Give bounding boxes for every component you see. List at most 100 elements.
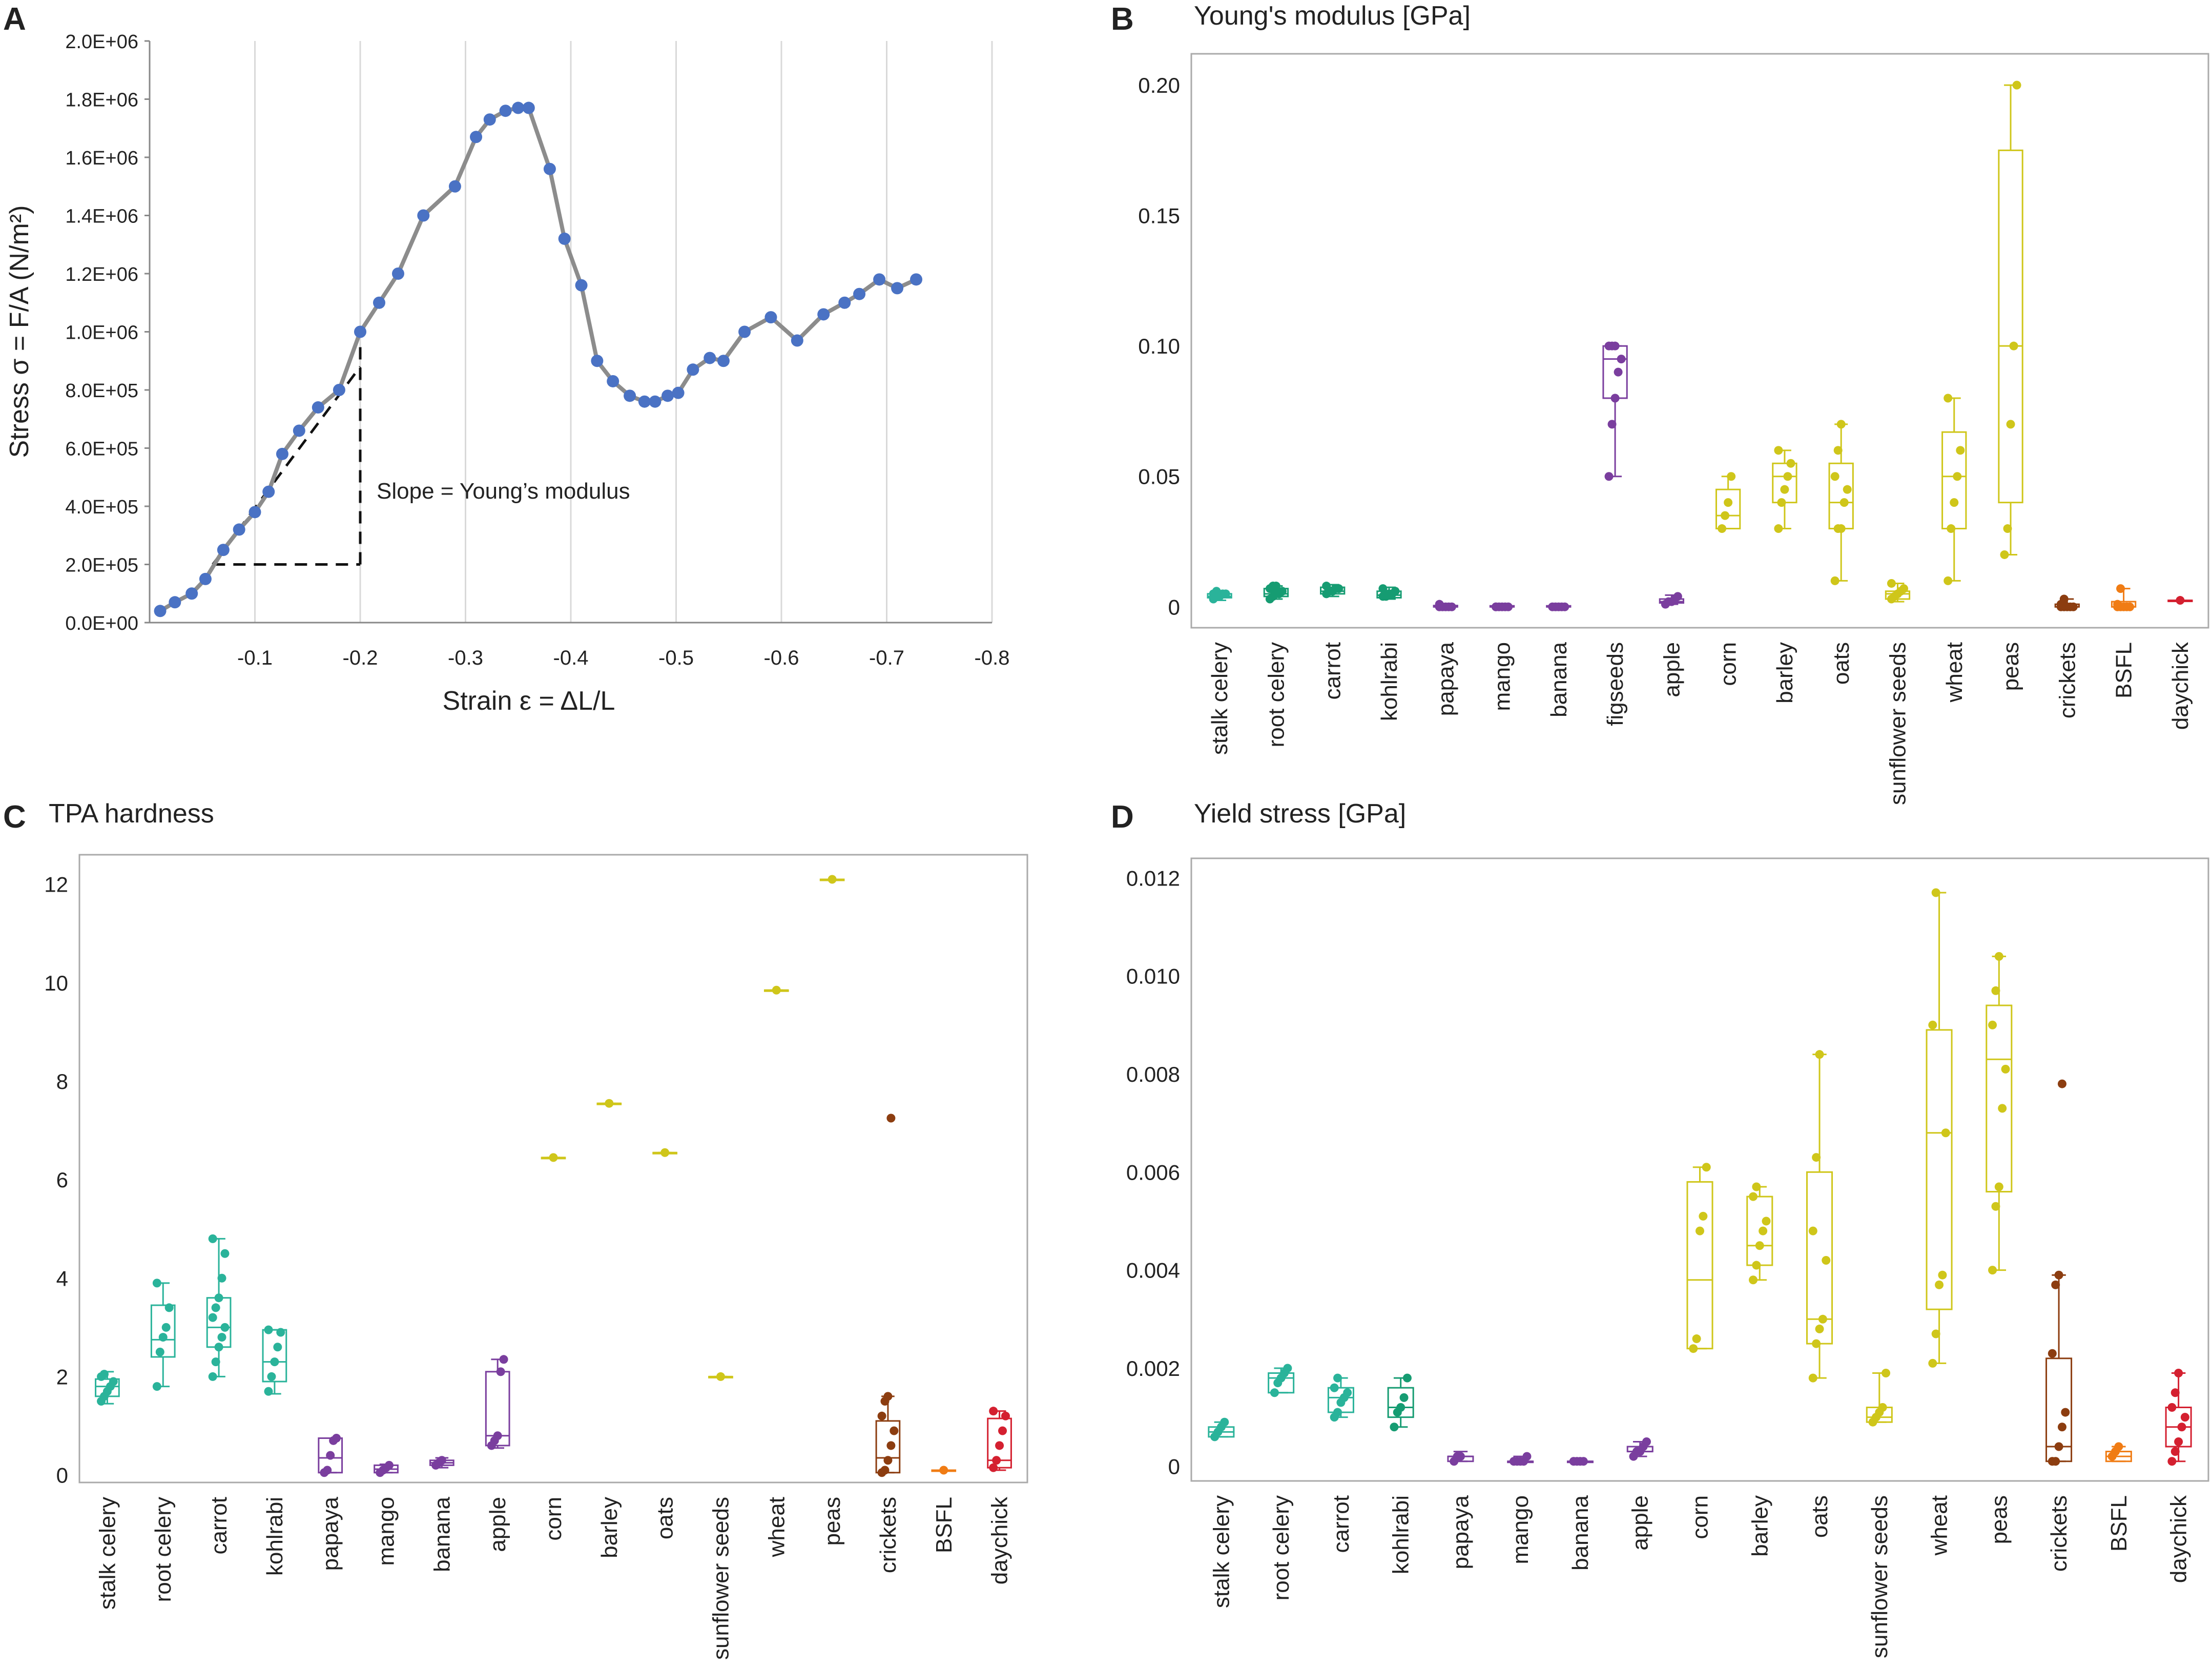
- panel-b-root-celery-group: [1263, 582, 1289, 604]
- panel-b-banana-group: [1546, 602, 1572, 611]
- panel-d-daychick-label: daychick: [2166, 1495, 2192, 1583]
- panel-d-carrot-group: [1327, 1373, 1354, 1422]
- panel-b-letter: B: [1111, 2, 1134, 37]
- panel-d-peas-point: [1991, 1202, 2000, 1211]
- panel-b-peas-point: [2006, 420, 2015, 429]
- panel-a-point: [262, 485, 275, 498]
- panel-b-stalk-celery-group: [1207, 587, 1232, 604]
- panel-b-peas-box: [1998, 149, 2023, 504]
- panel-b-bsfl-point: [2113, 600, 2122, 609]
- panel-d-crickets-group: [2045, 1079, 2073, 1466]
- panel-c-stalk-celery-label: stalk celery: [95, 1497, 120, 1610]
- panel-d-daychick-point: [2174, 1437, 2183, 1446]
- panel-b-wheat-point: [1947, 524, 1956, 533]
- panel-c-peas-group: [819, 875, 845, 884]
- panel-d-root-celery-point: [1283, 1364, 1292, 1373]
- panel-c-banana-point: [437, 1456, 446, 1465]
- panel-c-daychick-point: [1001, 1411, 1010, 1420]
- panel-d-daychick-point: [2180, 1413, 2189, 1422]
- panel-a-series: [154, 101, 923, 617]
- panel-c-carrot-point: [220, 1323, 230, 1332]
- panel-a-point: [575, 279, 588, 292]
- panel-c-bsfl-label: BSFL: [932, 1497, 957, 1553]
- panel-c-daychick-group: [987, 1407, 1012, 1472]
- panel-b-crickets-group: [2054, 594, 2080, 611]
- panel-b-barley-point: [1774, 446, 1783, 455]
- panel-d-root-celery-group: [1268, 1364, 1295, 1397]
- panel-d-daychick-point: [2167, 1457, 2177, 1466]
- panel-a-x-tick--0-2: -0.2: [343, 647, 378, 669]
- panel-a-point: [185, 587, 198, 600]
- panel-a-stress-strain-chart: 0.0E+00 2.0E+05 4.0E+05 6.0E+05 8.0E+05 1.0E+…: [5, 31, 1009, 716]
- panel-b-daychick-point: [2176, 596, 2185, 605]
- panel-d-sunflower-seeds-point: [1878, 1403, 1887, 1412]
- panel-d-corn-point: [1699, 1211, 1708, 1221]
- panel-b-y-tick-0: 0: [1168, 595, 1180, 619]
- panel-c-y-tick-8: 8: [56, 1069, 68, 1094]
- panel-d-corn-point: [1692, 1334, 1701, 1344]
- panel-c-papaya-point: [332, 1434, 341, 1443]
- panel-b-barley-point: [1780, 485, 1789, 494]
- panel-c-root-celery-label: root celery: [151, 1497, 176, 1602]
- panel-d-sunflower-seeds-group: [1866, 1369, 1893, 1427]
- panel-d-y-tick-0-012: 0.012: [1126, 866, 1180, 890]
- panel-b-oats-point: [1830, 576, 1839, 585]
- panel-a-x-tick-labels: -0.1 -0.2 -0.3 -0.4 -0.5 -0.6 -0.7 -0.8: [237, 647, 1009, 669]
- panel-d-oats-point: [1812, 1153, 1821, 1162]
- panel-c-corn-label: corn: [541, 1497, 566, 1541]
- panel-b-sunflower-seeds-label: sunflower seeds: [1885, 642, 1910, 805]
- panel-c-root-celery-point: [158, 1333, 168, 1342]
- panel-a-point: [154, 605, 167, 617]
- panel-b-corn-box: [1715, 488, 1741, 530]
- panel-c-y-tick-12: 12: [44, 873, 68, 897]
- panel-c-papaya-label: papaya: [318, 1496, 343, 1571]
- panel-a-point: [764, 311, 777, 324]
- panel-b-sunflower-seeds-group: [1885, 579, 1911, 604]
- panel-c-crickets-group: [875, 1114, 901, 1477]
- panel-c-daychick-point: [989, 1463, 998, 1472]
- panel-a-point: [512, 101, 525, 114]
- panel-b-figseeds-point: [1604, 472, 1614, 481]
- panel-a-point: [717, 355, 730, 367]
- panel-c-y-tick-labels: 0 2 4 6 8 10 12: [44, 873, 68, 1488]
- panel-d-daychick-point: [2177, 1423, 2186, 1432]
- panel-b-daychick-label: daychick: [2168, 642, 2193, 730]
- panel-d-banana-label: banana: [1568, 1495, 1593, 1570]
- panel-c-carrot-label: carrot: [206, 1497, 232, 1554]
- panel-b-y-tick-0-10: 0.10: [1138, 334, 1180, 358]
- panel-d-carrot-point: [1333, 1373, 1342, 1383]
- panel-d-y-tick-0-004: 0.004: [1126, 1259, 1180, 1283]
- panel-a-y-tick-1-4e-06: 1.4E+06: [65, 206, 138, 228]
- panel-a-x-tick--0-7: -0.7: [869, 647, 904, 669]
- panel-d-crickets-point: [2061, 1408, 2070, 1417]
- panel-d-daychick-point: [2170, 1447, 2180, 1456]
- panel-a-y-tick-2-0e-05: 2.0E+05: [65, 555, 138, 576]
- panel-b-wheat-point: [1944, 576, 1953, 585]
- panel-d-bsfl-label: BSFL: [2106, 1495, 2132, 1552]
- panel-a-point: [624, 389, 636, 402]
- panel-a-point: [873, 273, 886, 286]
- panel-c-root-celery-group: [150, 1279, 176, 1391]
- panel-a-annotation: Slope = Young’s modulus: [377, 479, 630, 504]
- panel-d-category-labels: stalk celery root celery carrot kohlrabi pap…: [1209, 1495, 2191, 1658]
- panel-d-barley-point: [1749, 1275, 1758, 1285]
- panel-b-sunflower-seeds-point: [1899, 584, 1909, 593]
- panel-a-x-tick--0-5: -0.5: [658, 647, 694, 669]
- panel-a-point: [910, 273, 923, 286]
- panel-d-peas-point: [2001, 1064, 2010, 1074]
- panel-c-root-celery-point: [152, 1382, 161, 1391]
- panel-b-carrot-group: [1320, 582, 1346, 599]
- panel-c-apple-label: apple: [485, 1497, 510, 1552]
- panel-a-point: [638, 395, 651, 408]
- panel-b-kohlrabi-point: [1378, 584, 1388, 593]
- panel-d-y-tick-0-008: 0.008: [1126, 1062, 1180, 1086]
- panel-b-corn-group: [1715, 472, 1741, 533]
- panel-b-kohlrabi-group: [1376, 584, 1402, 601]
- panel-b-peas-point: [2003, 524, 2012, 533]
- panel-c-stalk-celery-point: [99, 1370, 109, 1379]
- panel-c-banana-group: [429, 1456, 454, 1470]
- panel-c-sunflower-seeds-label: sunflower seeds: [708, 1497, 733, 1660]
- panel-c-mango-point: [384, 1460, 394, 1470]
- panel-c-daychick-box: [987, 1417, 1012, 1469]
- panel-d-daychick-group: [2165, 1369, 2192, 1466]
